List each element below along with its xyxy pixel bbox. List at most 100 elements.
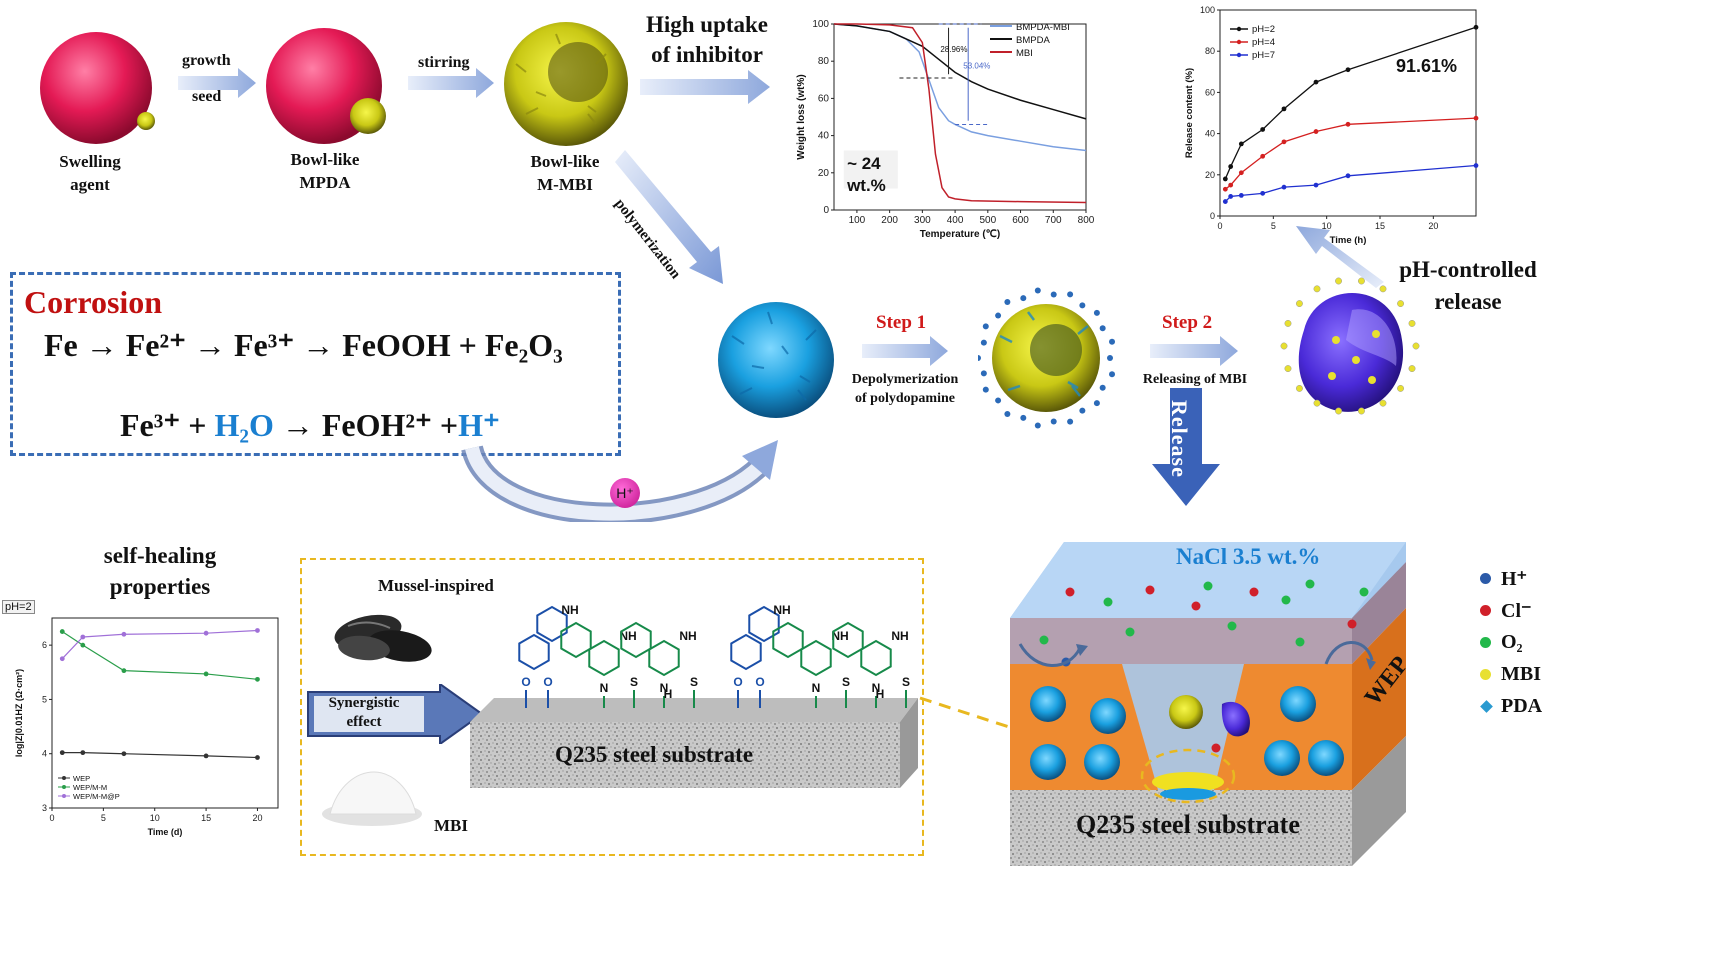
- pda-dot: [982, 323, 989, 330]
- x-tick-label: 20: [1428, 221, 1438, 231]
- data-point: [1473, 24, 1479, 30]
- x-tick-label: 800: [1078, 215, 1095, 226]
- eq2-part-a: Fe³⁺ +: [120, 407, 215, 443]
- annotation-24wt: ~ 24: [847, 154, 881, 173]
- corrosion-equation-2: Fe³⁺ + H₂O → FeOH²⁺ +H⁺: [120, 406, 500, 444]
- nacl-label: NaCl 3.5 wt.%: [1176, 544, 1321, 569]
- polymerization-arrow: [615, 150, 723, 284]
- o-label: O: [755, 675, 764, 689]
- data-point: [203, 753, 209, 759]
- x-tick-label: 100: [849, 215, 866, 226]
- mbi-dot: [1295, 384, 1303, 392]
- hplus-curved-arrow: [461, 440, 778, 522]
- eq2-part-b: → FeOH²⁺ +: [273, 407, 459, 443]
- y-axis-label: Release content (%): [1184, 68, 1195, 158]
- data-point: [1313, 182, 1319, 188]
- legend-label: pH=2: [1252, 24, 1275, 35]
- data-point: [59, 629, 65, 634]
- step1-description: Depolymerization of polydopamine: [851, 372, 959, 406]
- y-axis-label: log|Z|0.01HZ (Ω·cm²): [14, 669, 24, 757]
- pda-dot: [1079, 407, 1086, 414]
- x-tick-label: 400: [947, 215, 964, 226]
- pda-dot: [1109, 338, 1116, 345]
- pda-dot: [1093, 309, 1100, 316]
- step2-description: Releasing of MBI: [1142, 372, 1248, 387]
- x-tick-label: 5: [101, 813, 106, 823]
- stirring-arrow: [408, 68, 494, 98]
- nh-label: NH: [619, 629, 636, 643]
- series-line-BMPDA: [833, 23, 1087, 120]
- legend-label: PDA: [1501, 694, 1543, 717]
- pink-sphere-mpda: [266, 28, 386, 144]
- data-point: [1345, 173, 1351, 179]
- pda-dot: [1020, 414, 1027, 421]
- release-down-arrow: [1152, 388, 1220, 506]
- corrosion-title: Corrosion: [24, 284, 163, 320]
- x-tick-label: 0: [49, 813, 54, 823]
- high-uptake-label: High uptake of inhibitor: [645, 12, 769, 67]
- legend-label: Cl⁻: [1501, 599, 1532, 622]
- legend-marker: [1236, 39, 1242, 45]
- pink-sphere-swelling-agent: [40, 32, 155, 144]
- y-tick-label: 60: [1205, 87, 1215, 97]
- data-point: [80, 642, 86, 648]
- mbi-dot: [1335, 407, 1342, 415]
- o-label: O: [733, 675, 742, 689]
- legend-label: H⁺: [1501, 567, 1528, 590]
- mbi-dot: [1295, 300, 1303, 308]
- mussel-inspired-label: Mussel-inspired: [378, 576, 494, 595]
- ph-release-arrow: [1296, 226, 1384, 288]
- legend-label: pH=4: [1252, 37, 1275, 48]
- legend-marker: [62, 785, 66, 789]
- legend-swatch: [1480, 699, 1493, 713]
- q235-substrate-label: Q235 steel substrate: [555, 742, 754, 767]
- growth-label: growth: [182, 52, 231, 69]
- corrosion-equation-1: Fe → Fe²⁺ → Fe³⁺ → FeOOH + Fe₂O₃: [44, 327, 563, 363]
- mbi-dot: [1352, 356, 1360, 364]
- s-label: S: [842, 675, 850, 689]
- series-line-pH=7: [1224, 164, 1477, 203]
- mbi-powder-image: [322, 771, 422, 826]
- series-line-MBI: [834, 23, 1087, 204]
- o-label: O: [543, 675, 552, 689]
- data-point: [80, 634, 86, 640]
- pda-dot: [1067, 291, 1074, 298]
- data-point: [1345, 121, 1351, 127]
- data-point: [1238, 170, 1244, 176]
- y-tick-label: 20: [1205, 170, 1215, 180]
- mbi-dot: [1412, 342, 1420, 350]
- y-tick-label: 4: [42, 749, 47, 759]
- mussel-image: [334, 614, 432, 662]
- series-line-pH=2: [1224, 26, 1477, 180]
- y-axis-label: Weight loss (wt%): [796, 74, 807, 159]
- mbi-ring: [772, 621, 804, 659]
- y-tick-label: 40: [1205, 129, 1215, 139]
- mbi-ring: [648, 639, 680, 677]
- mbi-dot: [1379, 285, 1387, 293]
- nh-label: NH: [773, 603, 790, 617]
- y-tick-label: 100: [812, 19, 829, 30]
- data-point: [1222, 176, 1228, 182]
- pda-dot: [1067, 418, 1074, 425]
- blue-pda-particle: [718, 302, 834, 418]
- eq2-hplus: H⁺: [458, 407, 500, 443]
- data-point: [1238, 141, 1244, 147]
- mbi-ring: [832, 621, 864, 659]
- y-tick-label: 40: [818, 131, 830, 142]
- x-tick-label: 200: [881, 215, 898, 226]
- mbi-dot: [1358, 407, 1365, 415]
- nh-label: NH: [561, 603, 578, 617]
- legend-label: WEP/M-M: [73, 783, 107, 792]
- data-point: [1473, 115, 1479, 121]
- mbi-dot: [1379, 399, 1387, 407]
- mbi-dot: [1284, 365, 1292, 373]
- synergistic-effect-label: Synergistic effect: [328, 695, 400, 730]
- pda-dot: [980, 339, 987, 346]
- data-point: [1345, 67, 1351, 73]
- pda-dot: [1004, 299, 1011, 306]
- annotation-28: 28.96%: [940, 45, 967, 54]
- legend-swatch: [1480, 604, 1491, 616]
- data-point: [203, 630, 209, 636]
- annotation-24wt: wt.%: [846, 176, 886, 195]
